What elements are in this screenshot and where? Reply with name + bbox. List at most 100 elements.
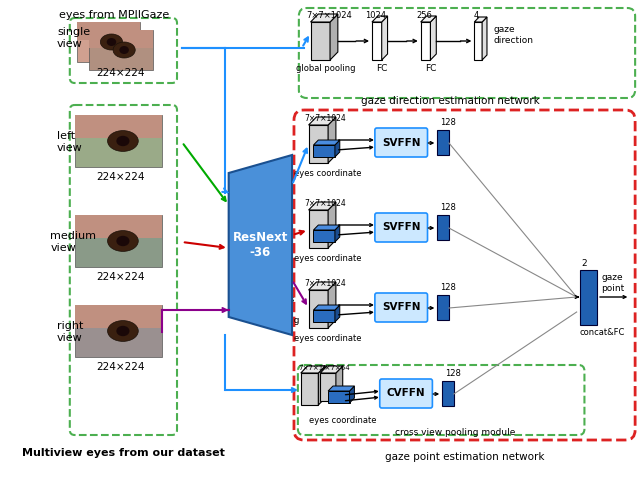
- FancyBboxPatch shape: [380, 379, 433, 408]
- Polygon shape: [314, 145, 335, 157]
- Polygon shape: [314, 225, 340, 230]
- Text: cross
view
pooling: cross view pooling: [266, 295, 300, 325]
- Bar: [437, 215, 449, 240]
- Bar: [77, 22, 140, 62]
- Polygon shape: [328, 282, 336, 328]
- Text: SVFFN: SVFFN: [382, 138, 420, 147]
- Ellipse shape: [100, 34, 122, 50]
- Polygon shape: [335, 305, 340, 322]
- Polygon shape: [372, 16, 388, 22]
- Polygon shape: [420, 16, 436, 22]
- Polygon shape: [314, 230, 335, 242]
- Text: 7×7×1024: 7×7×1024: [305, 199, 346, 208]
- Text: 224×224: 224×224: [96, 172, 145, 182]
- Polygon shape: [308, 290, 328, 328]
- Polygon shape: [482, 17, 487, 60]
- Bar: [75, 215, 163, 267]
- Bar: [75, 305, 163, 357]
- Polygon shape: [308, 117, 336, 125]
- Polygon shape: [320, 366, 342, 373]
- Ellipse shape: [113, 42, 135, 58]
- Bar: [75, 115, 163, 139]
- Bar: [75, 115, 163, 167]
- Polygon shape: [318, 366, 325, 405]
- Bar: [90, 30, 153, 48]
- Polygon shape: [335, 225, 340, 242]
- Bar: [75, 305, 163, 328]
- Polygon shape: [474, 17, 487, 22]
- Bar: [75, 215, 163, 239]
- Polygon shape: [314, 310, 335, 322]
- Polygon shape: [330, 14, 338, 60]
- Polygon shape: [349, 386, 355, 403]
- Polygon shape: [420, 22, 431, 60]
- Polygon shape: [310, 22, 330, 60]
- Text: Multiview eyes from our dataset: Multiview eyes from our dataset: [22, 448, 225, 458]
- Ellipse shape: [116, 136, 129, 146]
- Text: 1024: 1024: [365, 11, 387, 20]
- Text: FC: FC: [376, 64, 387, 73]
- Polygon shape: [381, 16, 388, 60]
- Polygon shape: [328, 391, 349, 403]
- Text: gaze
direction: gaze direction: [494, 25, 534, 45]
- Text: 256: 256: [417, 11, 433, 20]
- Text: 2: 2: [582, 259, 587, 268]
- Ellipse shape: [116, 236, 129, 246]
- Text: eyes coordinate: eyes coordinate: [309, 416, 376, 425]
- Bar: [437, 295, 449, 320]
- Polygon shape: [335, 140, 340, 157]
- Bar: [580, 270, 597, 325]
- Text: CVFFN: CVFFN: [387, 388, 426, 398]
- FancyBboxPatch shape: [375, 128, 428, 157]
- Text: 7×7×1024: 7×7×1024: [307, 11, 353, 20]
- Ellipse shape: [108, 320, 138, 341]
- Text: eyes from MPIIGaze: eyes from MPIIGaze: [58, 10, 169, 20]
- Text: gaze direction estimation network: gaze direction estimation network: [360, 96, 540, 106]
- Polygon shape: [308, 282, 336, 290]
- Ellipse shape: [107, 38, 116, 46]
- Text: eyes coordinate: eyes coordinate: [294, 254, 362, 263]
- FancyBboxPatch shape: [375, 293, 428, 322]
- Polygon shape: [336, 366, 342, 401]
- Text: 224×224: 224×224: [96, 362, 145, 372]
- Polygon shape: [328, 386, 355, 391]
- Text: 7×7×1024: 7×7×1024: [305, 279, 346, 288]
- Polygon shape: [301, 366, 325, 373]
- Text: global pooling: global pooling: [296, 64, 356, 73]
- Bar: [77, 22, 140, 40]
- Text: 4: 4: [474, 11, 479, 20]
- Text: 7×7×1024: 7×7×1024: [299, 365, 337, 371]
- Text: eyes coordinate: eyes coordinate: [294, 334, 362, 343]
- Polygon shape: [228, 155, 292, 335]
- Text: 7×7×64: 7×7×64: [320, 365, 350, 371]
- Text: medium
view: medium view: [51, 231, 96, 253]
- Text: gaze point estimation network: gaze point estimation network: [385, 452, 544, 462]
- Ellipse shape: [108, 231, 138, 251]
- Text: 224×224: 224×224: [96, 272, 145, 282]
- Polygon shape: [431, 16, 436, 60]
- Text: SVFFN: SVFFN: [382, 303, 420, 313]
- Polygon shape: [474, 22, 482, 60]
- Text: 128: 128: [440, 118, 456, 127]
- Ellipse shape: [116, 326, 129, 336]
- Polygon shape: [310, 14, 338, 22]
- Ellipse shape: [120, 46, 129, 54]
- FancyBboxPatch shape: [375, 213, 428, 242]
- Polygon shape: [328, 117, 336, 163]
- Polygon shape: [372, 22, 381, 60]
- Text: gaze
point: gaze point: [601, 273, 624, 293]
- Text: cross view pooling module: cross view pooling module: [395, 428, 515, 437]
- Text: right
view: right view: [57, 321, 83, 343]
- Text: SVFFN: SVFFN: [382, 222, 420, 233]
- Text: single
view: single view: [57, 27, 90, 49]
- Ellipse shape: [108, 131, 138, 151]
- Text: eyes coordinate: eyes coordinate: [294, 169, 362, 178]
- Text: 128: 128: [440, 283, 456, 292]
- Text: 7×7×1024: 7×7×1024: [305, 114, 346, 123]
- Polygon shape: [328, 202, 336, 248]
- Text: 224×224: 224×224: [96, 68, 145, 78]
- Polygon shape: [308, 210, 328, 248]
- Text: left
view: left view: [57, 131, 83, 153]
- Text: 128: 128: [445, 369, 461, 378]
- Polygon shape: [314, 140, 340, 145]
